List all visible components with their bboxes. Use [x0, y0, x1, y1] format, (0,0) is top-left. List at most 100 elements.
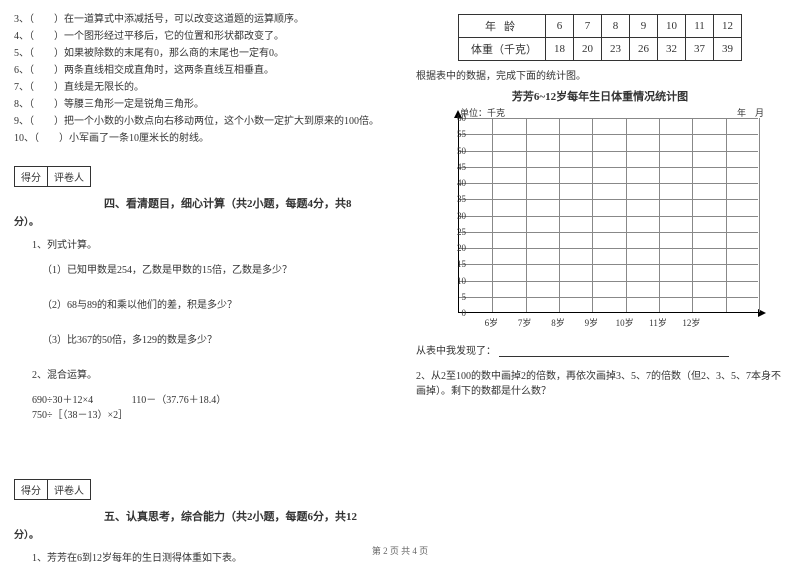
grid-vline — [692, 118, 693, 312]
x-tick-label: 6岁 — [485, 316, 499, 329]
table-cell: 9 — [630, 15, 658, 38]
table-cell: 8 — [602, 15, 630, 38]
y-tick-label: 30 — [446, 211, 466, 221]
grid-hline — [459, 248, 758, 249]
q1-1: （1）已知甲数是254，乙数是甲数的15倍，乙数是多少？ — [42, 261, 386, 276]
y-tick-label: 60 — [446, 113, 466, 123]
grid-hline — [459, 216, 758, 217]
table-cell: 11 — [686, 15, 714, 38]
grid-vline — [626, 118, 627, 312]
table-cell: 6 — [546, 15, 574, 38]
grid-vline — [659, 118, 660, 312]
grid-vline — [592, 118, 593, 312]
chart-title: 芳芳6~12岁每年生日体重情况统计图 — [414, 88, 786, 104]
table-cell: 12 — [714, 15, 742, 38]
x-tick-label: 9岁 — [585, 316, 599, 329]
left-column: 3、（ ）在一道算式中添减括号，可以改变这道题的运算顺序。 4、（ ）一个图形经… — [0, 0, 400, 565]
table-cell: 26 — [630, 38, 658, 61]
finding-label: 从表中我发现了： — [416, 346, 496, 357]
calc-expr: 750÷［（38－13）×2］ — [32, 406, 128, 421]
judgment-item: 9、（ ）把一个小数的小数点向右移动两位，这个小数一定扩大到原来的100倍。 — [14, 114, 386, 129]
q1-3: （3）比367的50倍，多129的数是多少？ — [42, 331, 386, 346]
table-cell: 10 — [658, 15, 686, 38]
q1-heading: 1、列式计算。 — [32, 236, 386, 251]
judgment-item: 7、（ ）直线是无限长的。 — [14, 80, 386, 95]
table-cell: 23 — [602, 38, 630, 61]
grid-hline — [459, 232, 758, 233]
y-tick-label: 40 — [446, 178, 466, 188]
grid-vline — [492, 118, 493, 312]
right-column: 年龄 6 7 8 9 10 11 12 体重（千克） 18 20 23 26 3… — [400, 0, 800, 565]
x-tick-label: 7岁 — [518, 316, 532, 329]
judgment-list: 3、（ ）在一道算式中添减括号，可以改变这道题的运算顺序。 4、（ ）一个图形经… — [14, 12, 386, 146]
x-tick-label: 12岁 — [682, 316, 700, 329]
score-label: 得分 — [15, 480, 48, 499]
grid-vline — [726, 118, 727, 312]
weight-table: 年龄 6 7 8 9 10 11 12 体重（千克） 18 20 23 26 3… — [458, 14, 742, 61]
y-tick-label: 5 — [446, 292, 466, 302]
grader-label: 评卷人 — [48, 167, 90, 186]
table-row: 体重（千克） 18 20 23 26 32 37 39 — [459, 38, 742, 61]
table-cell: 18 — [546, 38, 574, 61]
section-4-title: 四、看清题目，细心计算（共2小题，每题4分，共8 — [14, 195, 386, 211]
y-tick-label: 20 — [446, 243, 466, 253]
q1-2: （2）68与89的和乘以他们的差，积是多少？ — [42, 296, 386, 311]
judgment-item: 5、（ ）如果被除数的末尾有0，那么商的末尾也一定有0。 — [14, 46, 386, 61]
judgment-item: 6、（ ）两条直线相交成直角时，这两条直线互相垂直。 — [14, 63, 386, 78]
table-row: 年龄 6 7 8 9 10 11 12 — [459, 15, 742, 38]
table-cell: 32 — [658, 38, 686, 61]
y-tick-label: 50 — [446, 146, 466, 156]
table-cell: 39 — [714, 38, 742, 61]
grid-hline — [459, 183, 758, 184]
grid-hline — [459, 167, 758, 168]
table-cell: 7 — [574, 15, 602, 38]
calc-row: 690÷30＋12×4 110－（37.76＋18.4） 750÷［（38－13… — [32, 391, 386, 421]
finding-line: 从表中我发现了： — [416, 342, 784, 357]
row-label: 体重（千克） — [459, 38, 546, 61]
score-box-5: 得分 评卷人 — [14, 479, 91, 500]
blank-underline — [499, 356, 729, 357]
q2-text: 2、从2至100的数中画掉2的倍数，再依次画掉3、5、7的倍数（但2、3、5、7… — [416, 367, 784, 397]
section-5-title: 五、认真思考，综合能力（共2小题，每题6分，共12 — [14, 508, 386, 524]
grid-vline — [559, 118, 560, 312]
spacer — [14, 421, 386, 461]
grid-hline — [459, 281, 758, 282]
x-tick-label: 10岁 — [616, 316, 634, 329]
x-tick-label: 8岁 — [551, 316, 565, 329]
score-label: 得分 — [15, 167, 48, 186]
table-note: 根据表中的数据，完成下面的统计图。 — [416, 67, 784, 82]
q2-heading: 2、混合运算。 — [32, 366, 386, 381]
y-tick-label: 35 — [446, 194, 466, 204]
y-tick-label: 0 — [446, 308, 466, 318]
judgment-item: 10、（ ）小军画了一条10厘米长的射线。 — [14, 131, 386, 146]
judgment-item: 4、（ ）一个图形经过平移后，它的位置和形状都改变了。 — [14, 29, 386, 44]
row-label: 年龄 — [459, 15, 546, 38]
grid-hline — [459, 151, 758, 152]
y-tick-label: 55 — [446, 129, 466, 139]
grid-hline — [459, 118, 758, 119]
table-cell: 37 — [686, 38, 714, 61]
grid-hline — [459, 264, 758, 265]
judgment-item: 8、（ ）等腰三角形一定是锐角三角形。 — [14, 97, 386, 112]
chart-grid — [458, 118, 758, 313]
grader-label: 评卷人 — [48, 480, 90, 499]
section-5-tail: 分）。 — [14, 528, 386, 543]
y-tick-label: 15 — [446, 259, 466, 269]
grid-vline — [526, 118, 527, 312]
calc-expr: 110－（37.76＋18.4） — [132, 391, 227, 406]
calc-expr: 690÷30＋12×4 — [32, 391, 93, 406]
table-cell: 20 — [574, 38, 602, 61]
score-box-4: 得分 评卷人 — [14, 166, 91, 187]
x-tick-label: 11岁 — [649, 316, 667, 329]
chart: 单位：千克 年 月 0510152025303540455055606岁7岁8岁… — [430, 106, 770, 336]
y-tick-label: 25 — [446, 227, 466, 237]
grid-hline — [459, 297, 758, 298]
y-tick-label: 45 — [446, 162, 466, 172]
page-footer: 第 2 页 共 4 页 — [0, 544, 800, 557]
grid-hline — [459, 134, 758, 135]
grid-vline — [759, 118, 760, 312]
grid-hline — [459, 199, 758, 200]
section-4-tail: 分）。 — [14, 215, 386, 230]
judgment-item: 3、（ ）在一道算式中添减括号，可以改变这道题的运算顺序。 — [14, 12, 386, 27]
y-tick-label: 10 — [446, 276, 466, 286]
